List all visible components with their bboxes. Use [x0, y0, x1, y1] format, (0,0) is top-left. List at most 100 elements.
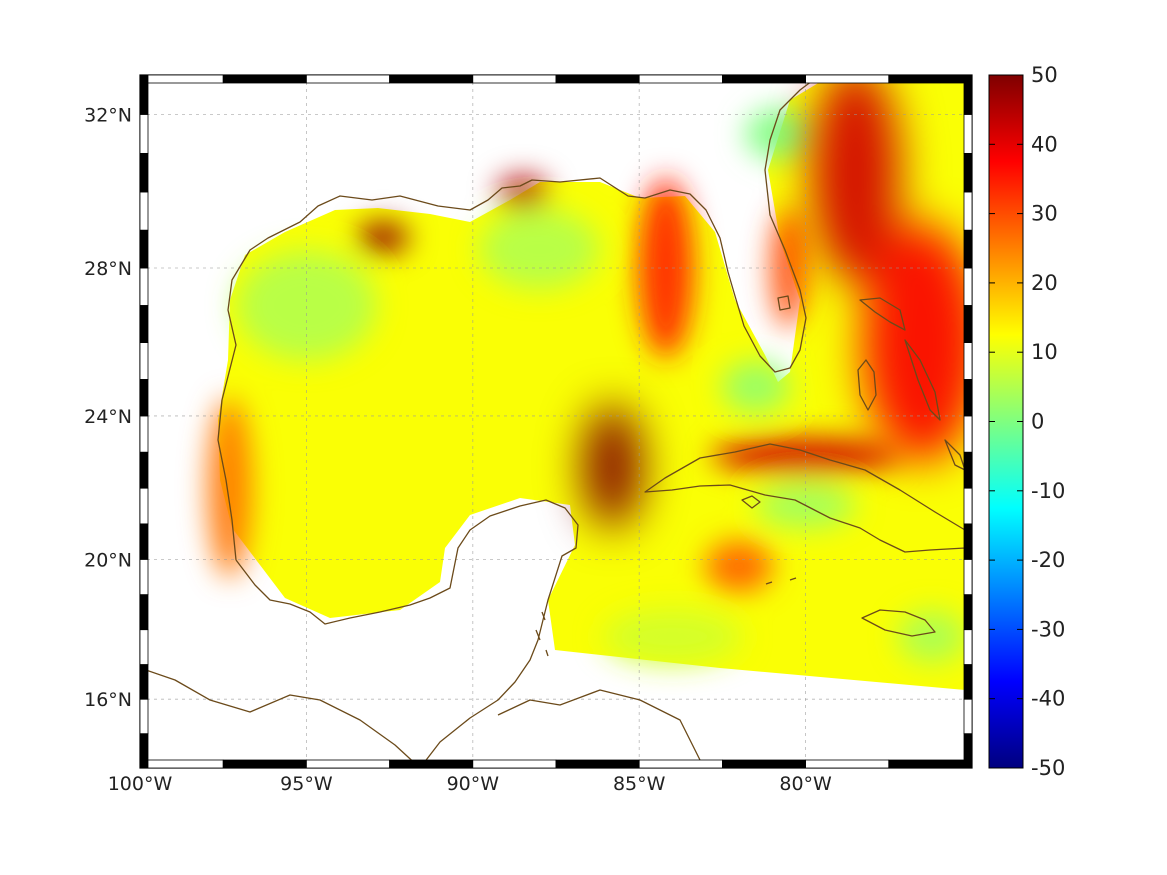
border-segment [139, 487, 149, 525]
border-segment [139, 191, 149, 231]
border-segment [963, 74, 973, 115]
latitude-tick-label: 32°N [84, 104, 132, 126]
border-segment [139, 229, 149, 269]
border-segment [139, 114, 149, 154]
border-segment [963, 698, 973, 735]
field-feature-bahamas-region [862, 222, 972, 463]
border-segment [139, 267, 149, 306]
latitude-tick-label: 20°N [84, 549, 132, 571]
border-segment [963, 594, 973, 631]
border-segment [389, 759, 474, 769]
border-segment [963, 523, 973, 560]
border-segment [805, 759, 890, 769]
border-segment [139, 415, 149, 453]
border-segment [722, 759, 807, 769]
field-feature-east-florida-shelf [770, 207, 807, 328]
border-segment [139, 558, 149, 596]
colorbar-tick-label: 20 [1031, 271, 1058, 295]
colorbar-tick-label: -40 [1031, 687, 1065, 711]
border-segment [139, 152, 149, 193]
colorbar-tick-label: 10 [1031, 340, 1058, 364]
longitude-tick-label: 90°W [447, 773, 500, 795]
bahamas-eleuthera [904, 339, 941, 421]
border-segment [139, 379, 149, 417]
border-segment [139, 305, 149, 343]
longitude-tick-label: 95°W [280, 773, 333, 795]
border-segment [638, 759, 723, 769]
border-segment [139, 74, 224, 84]
border-segment [305, 759, 390, 769]
border-segment [963, 451, 973, 489]
border-segment [139, 523, 149, 560]
colorbar-tick-labels: 50 40 30 20 10 0 -10 -20 -30 -40 -50 [989, 63, 1065, 780]
colorbar-tick-label: 30 [1031, 202, 1058, 226]
border-segment [963, 229, 973, 269]
border-segment [963, 558, 973, 596]
border-segment [963, 342, 973, 380]
border-segment [805, 74, 890, 84]
isla-de-la-juventud [741, 495, 761, 509]
map-border-ticks [139, 74, 973, 769]
belize-cays [535, 611, 549, 657]
jamaica-outline [861, 609, 936, 637]
lake-okeechobee [777, 295, 791, 311]
border-segment [139, 629, 149, 665]
border-segment [139, 74, 149, 115]
border-segment [472, 759, 557, 769]
border-segment [222, 759, 307, 769]
colorbar-tick-label: 0 [1031, 410, 1044, 434]
border-segment [139, 451, 149, 489]
border-segment [139, 342, 149, 380]
bahamas-abaco [859, 297, 906, 331]
border-segment [555, 74, 640, 84]
honduras-coast [497, 689, 701, 761]
cayman-islands [765, 577, 797, 585]
border-segment [963, 733, 973, 769]
border-segment [222, 74, 307, 84]
mexico-coast [235, 499, 579, 768]
border-segment [963, 379, 973, 417]
colorbar-tick-label: -10 [1031, 479, 1065, 503]
border-segment [555, 759, 640, 769]
border-segment [963, 415, 973, 453]
border-segment [638, 74, 723, 84]
border-segment [139, 698, 149, 735]
border-segment [722, 74, 807, 84]
field-feature-louisiana-shelf-hotspot [356, 221, 409, 254]
latitude-tick-label: 28°N [84, 258, 132, 280]
longitude-tick-label: 85°W [613, 773, 666, 795]
field-feature-florida-bay [721, 360, 790, 413]
field-feature-mississippi-delta-hotspot [496, 175, 549, 208]
latitude-tick-label: 24°N [84, 406, 132, 428]
field-feature-georgia-shelf [744, 107, 813, 160]
border-segment [888, 759, 973, 769]
field-feature-northwestern-gulf [236, 250, 377, 361]
latitude-tick-labels: 16°N 20°N 24°N 28°N 32°N [84, 104, 132, 711]
us-gulf-coast [217, 75, 821, 561]
border-segment [963, 305, 973, 343]
border-segment [963, 114, 973, 154]
border-segment [472, 74, 557, 84]
latitude-tick-label: 16°N [84, 689, 132, 711]
border-segment [139, 664, 149, 700]
longitude-tick-labels: 100°W 95°W 90°W 85°W 80°W [108, 773, 832, 795]
field-feature-loop-current [582, 404, 643, 529]
colorbar-tick-label: -30 [1031, 617, 1065, 641]
border-segment [139, 594, 149, 631]
border-segment [888, 74, 973, 84]
border-segment [139, 733, 149, 769]
longitude-tick-label: 100°W [108, 773, 173, 795]
longitude-tick-label: 80°W [779, 773, 832, 795]
central-america-coast [140, 667, 421, 768]
border-segment [963, 664, 973, 700]
colorbar-tick-label: -50 [1031, 756, 1065, 780]
border-segment [963, 629, 973, 665]
bahamas-andros [857, 359, 877, 411]
field-feature-north-central-gulf [479, 209, 600, 290]
colorbar-tick-label: 50 [1031, 63, 1058, 87]
field-feature-cayman-trough [705, 540, 774, 593]
coastlines [140, 75, 966, 768]
border-segment [389, 74, 474, 84]
field-feature-jamaica-east [898, 610, 967, 663]
